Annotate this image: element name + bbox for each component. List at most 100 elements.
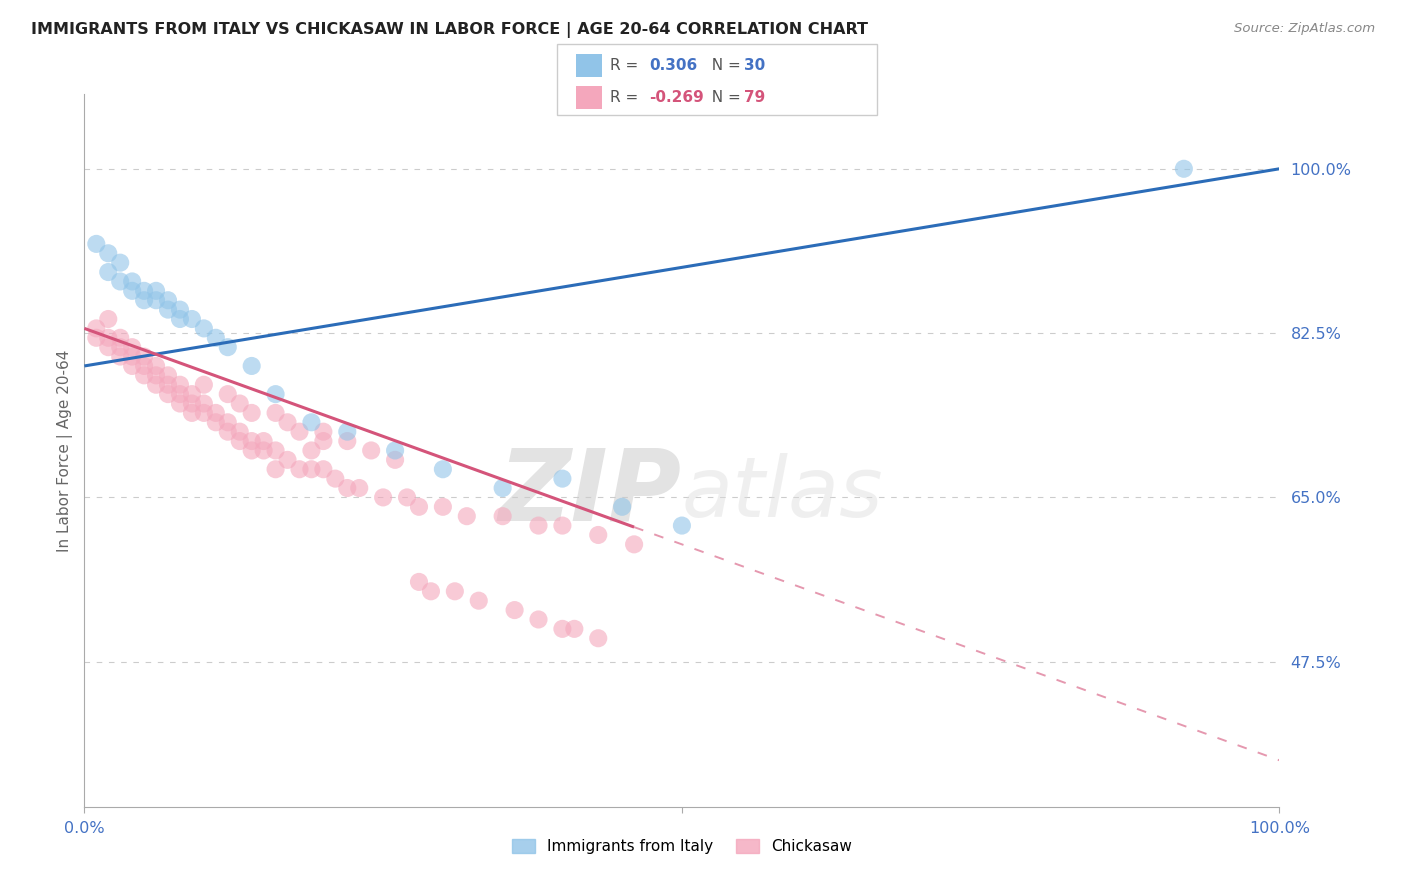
Point [205, 331, 228, 345]
Point [325, 472, 347, 486]
Point [253, 434, 276, 448]
Point [623, 537, 645, 551]
Point [157, 368, 180, 383]
Point [132, 359, 156, 373]
Point [193, 396, 215, 410]
Point [193, 406, 215, 420]
Point [97, 340, 120, 354]
Y-axis label: In Labor Force | Age 20-64: In Labor Force | Age 20-64 [58, 350, 73, 551]
Point [121, 340, 143, 354]
Point [217, 340, 239, 354]
Point [169, 312, 191, 326]
Point [145, 293, 167, 308]
Legend: Immigrants from Italy, Chickasaw: Immigrants from Italy, Chickasaw [506, 832, 858, 860]
Point [217, 425, 239, 439]
Point [1173, 161, 1195, 176]
Text: N =: N = [702, 58, 745, 73]
Point [205, 406, 228, 420]
Point [588, 528, 610, 542]
Point [97, 312, 120, 326]
Point [145, 377, 167, 392]
Point [408, 574, 430, 589]
Text: IMMIGRANTS FROM ITALY VS CHICKASAW IN LABOR FORCE | AGE 20-64 CORRELATION CHART: IMMIGRANTS FROM ITALY VS CHICKASAW IN LA… [31, 22, 868, 38]
Text: atlas: atlas [682, 453, 883, 533]
Point [110, 331, 132, 345]
Point [671, 518, 693, 533]
Point [145, 359, 167, 373]
Point [288, 462, 311, 476]
Point [288, 425, 311, 439]
Point [110, 275, 132, 289]
Point [264, 406, 287, 420]
Point [312, 434, 335, 448]
Point [132, 350, 156, 364]
Text: 30: 30 [744, 58, 765, 73]
Point [97, 331, 120, 345]
Point [253, 443, 276, 458]
Point [336, 481, 359, 495]
Point [420, 584, 443, 599]
Point [503, 603, 526, 617]
Point [264, 443, 287, 458]
Point [169, 387, 191, 401]
Point [97, 246, 120, 260]
Point [145, 284, 167, 298]
Point [527, 612, 550, 626]
Point [240, 434, 263, 448]
Point [217, 415, 239, 429]
Point [157, 302, 180, 317]
Text: -0.269: -0.269 [650, 90, 704, 105]
Point [132, 293, 156, 308]
Point [360, 443, 382, 458]
Point [86, 331, 108, 345]
Point [205, 415, 228, 429]
Point [229, 434, 252, 448]
Point [181, 387, 204, 401]
Point [181, 406, 204, 420]
Point [312, 425, 335, 439]
Point [301, 462, 323, 476]
Point [110, 350, 132, 364]
Point [169, 396, 191, 410]
Point [564, 622, 586, 636]
Point [384, 443, 406, 458]
Point [132, 284, 156, 298]
Text: ZIP: ZIP [499, 445, 682, 541]
Text: 0.306: 0.306 [650, 58, 697, 73]
Point [229, 396, 252, 410]
Point [240, 406, 263, 420]
Point [157, 387, 180, 401]
Point [384, 453, 406, 467]
Point [588, 632, 610, 646]
Point [217, 387, 239, 401]
Point [277, 415, 299, 429]
Point [169, 302, 191, 317]
Point [432, 500, 454, 514]
Point [264, 387, 287, 401]
Point [181, 312, 204, 326]
Point [612, 500, 634, 514]
Point [336, 425, 359, 439]
Point [301, 415, 323, 429]
Text: R =: R = [610, 90, 644, 105]
Text: 79: 79 [744, 90, 765, 105]
Point [349, 481, 371, 495]
Point [396, 491, 419, 505]
Point [110, 340, 132, 354]
Point [551, 472, 574, 486]
Point [121, 359, 143, 373]
Point [132, 368, 156, 383]
Point [193, 321, 215, 335]
Point [193, 377, 215, 392]
Point [240, 359, 263, 373]
Text: R =: R = [610, 58, 644, 73]
Point [97, 265, 120, 279]
Point [312, 462, 335, 476]
Point [551, 622, 574, 636]
Point [181, 396, 204, 410]
Point [468, 593, 491, 607]
Point [145, 368, 167, 383]
Point [444, 584, 467, 599]
Point [157, 293, 180, 308]
Point [408, 500, 430, 514]
